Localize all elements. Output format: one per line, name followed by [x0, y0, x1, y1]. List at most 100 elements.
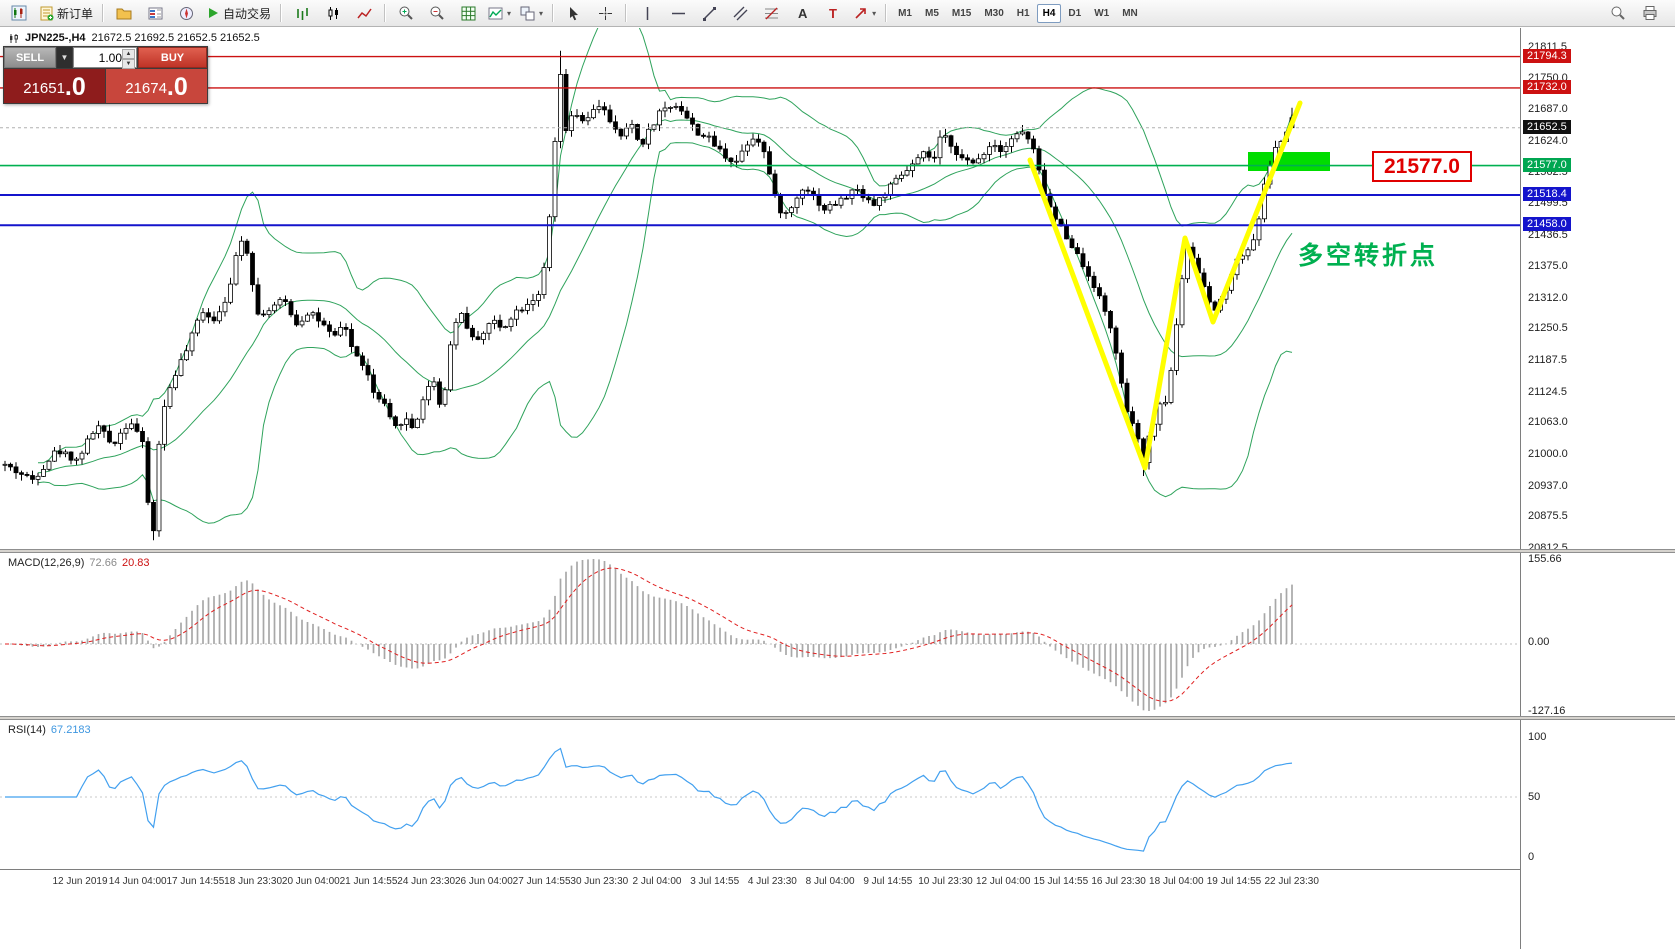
- new-order-label: 新订单: [57, 6, 94, 21]
- trendline-icon: [702, 6, 716, 21]
- print-button[interactable]: [1635, 1, 1665, 25]
- rsi-title: RSI(14): [8, 724, 46, 736]
- arrows-button[interactable]: ▾: [849, 1, 880, 25]
- timeframe-M15[interactable]: M15: [951, 7, 972, 19]
- toolbar-separator: [552, 4, 555, 22]
- chevron-down-icon: ▾: [872, 8, 877, 18]
- timeframe-M1[interactable]: M1: [898, 7, 912, 19]
- zoom-out-button[interactable]: [422, 1, 452, 25]
- timeframe-W1[interactable]: W1: [1094, 7, 1110, 19]
- price-axis-label: 21624.0: [1528, 135, 1568, 148]
- candlestick-chart-button[interactable]: [318, 1, 348, 25]
- new-order-button[interactable]: 新订单: [35, 1, 97, 25]
- price-axis-label: 0: [1528, 851, 1535, 863]
- fibonacci-button[interactable]: [756, 1, 786, 25]
- rsi-panel-canvas[interactable]: [0, 720, 1520, 867]
- macd-title: MACD(12,26,9): [8, 557, 85, 569]
- time-axis-label: 18 Jun 23:30: [224, 876, 283, 887]
- time-axis-label: 24 Jun 23:30: [397, 876, 456, 887]
- bollinger-bands-layer: [37, 28, 1293, 524]
- time-axis[interactable]: 12 Jun 2019 14 Jun 04:00 17 Jun 14:55 18 Ju…: [0, 869, 1520, 949]
- grid-icon: [461, 6, 476, 20]
- candlestick-icon: [328, 6, 338, 20]
- volume-up-button[interactable]: ▲: [122, 49, 135, 59]
- tile-windows-button[interactable]: ▾: [516, 1, 547, 25]
- time-axis-label: 22 Jul 23:30: [1264, 876, 1319, 887]
- buy-button[interactable]: BUY: [138, 47, 207, 68]
- volume-stepper: ▲ ▼: [122, 49, 135, 69]
- main-chart-canvas[interactable]: [0, 28, 1520, 549]
- price-badge: 21794.3: [1523, 48, 1571, 63]
- sell-price-button[interactable]: 21651.0: [4, 69, 105, 103]
- price-axis-label: 21187.5: [1528, 353, 1567, 366]
- timeframe-M5[interactable]: M5: [924, 7, 939, 19]
- mini-chart-icon: [11, 5, 27, 21]
- zoom-in-button[interactable]: [391, 1, 421, 25]
- sell-button[interactable]: SELL: [4, 47, 56, 68]
- sell-price-pips: .0: [64, 73, 86, 101]
- price-axis-label: -127.16: [1528, 705, 1566, 717]
- new-order-icon: [40, 6, 54, 20]
- timeframe-H4[interactable]: H4: [1036, 3, 1062, 23]
- macd-histogram: [9, 559, 1293, 711]
- toolbar-separator: [885, 4, 888, 22]
- price-axis-label: 50: [1528, 791, 1541, 803]
- toolbar-separator: [625, 4, 628, 22]
- chart-window-icon[interactable]: [4, 1, 34, 25]
- symbol-name: JPN225-,H4: [25, 32, 86, 44]
- cursor-button[interactable]: [559, 1, 589, 25]
- channel-icon: [733, 6, 748, 20]
- time-axis-label: 8 Jul 04:00: [805, 876, 855, 887]
- indicators-button[interactable]: ▾: [484, 1, 515, 25]
- timeframe-D1[interactable]: D1: [1068, 7, 1082, 19]
- text-button[interactable]: A: [787, 1, 817, 25]
- search-button[interactable]: [1603, 1, 1633, 25]
- price-axis-label: 21687.0: [1528, 103, 1568, 116]
- auto-trading-button[interactable]: 自动交易: [202, 1, 275, 25]
- volume-dropdown[interactable]: ▼: [57, 47, 72, 68]
- market-watch-icon: [148, 7, 163, 19]
- chart-symbol-header: JPN225-,H4 21672.5 21692.5 21652.5 21652…: [8, 32, 260, 44]
- text-label-button[interactable]: T: [818, 1, 848, 25]
- volume-down-button[interactable]: ▼: [122, 59, 135, 69]
- grid-button[interactable]: [453, 1, 483, 25]
- timeframe-M30[interactable]: M30: [984, 7, 1004, 19]
- svg-text:A: A: [798, 6, 808, 21]
- level-lines-layer: [0, 55, 1520, 227]
- timeframe-H1[interactable]: H1: [1016, 7, 1030, 19]
- bar-chart-icon: [296, 7, 308, 20]
- bar-chart-button[interactable]: [287, 1, 317, 25]
- channel-button[interactable]: [725, 1, 755, 25]
- navigator-button[interactable]: [171, 1, 201, 25]
- crosshair-button[interactable]: [590, 1, 620, 25]
- price-axis-label: 20937.0: [1528, 479, 1568, 492]
- market-watch-button[interactable]: [140, 1, 170, 25]
- charts-profile-button[interactable]: [109, 1, 139, 25]
- timeframe-MN[interactable]: MN: [1122, 7, 1138, 19]
- price-axis[interactable]: 21811.5 21750.0 21687.0 21624.0 21562.5 21499…: [1520, 28, 1675, 949]
- price-axis-label: 20875.5: [1528, 510, 1568, 523]
- time-axis-label: 21 Jun 14:55: [339, 876, 398, 887]
- cursor-icon: [569, 6, 578, 20]
- macd-signal-line: [5, 567, 1293, 702]
- macd-panel-canvas[interactable]: [0, 553, 1520, 716]
- horizontal-line-button[interactable]: [663, 1, 693, 25]
- vertical-line-button[interactable]: [632, 1, 662, 25]
- volume-field: ▲▼: [73, 47, 137, 69]
- time-axis-label: 12 Jul 04:00: [975, 876, 1031, 887]
- panel-splitter[interactable]: [0, 716, 1675, 720]
- price-axis-label: 21124.5: [1528, 385, 1567, 398]
- line-chart-button[interactable]: [349, 1, 379, 25]
- rsi-line: [5, 747, 1293, 852]
- panel-splitter[interactable]: [0, 549, 1675, 553]
- rsi-value: 67.2183: [50, 724, 91, 736]
- navigator-icon: [179, 6, 193, 20]
- vertical-line-icon: [646, 6, 648, 20]
- price-badge: 21458.0: [1523, 217, 1571, 232]
- toolbar: 新订单 自动交易: [0, 0, 1675, 27]
- text-label-icon: T: [829, 6, 837, 21]
- buy-price-button[interactable]: 21674.0: [106, 69, 207, 103]
- trendline-button[interactable]: [694, 1, 724, 25]
- highlight-zone: [1248, 152, 1330, 171]
- volume-input[interactable]: [74, 49, 124, 66]
